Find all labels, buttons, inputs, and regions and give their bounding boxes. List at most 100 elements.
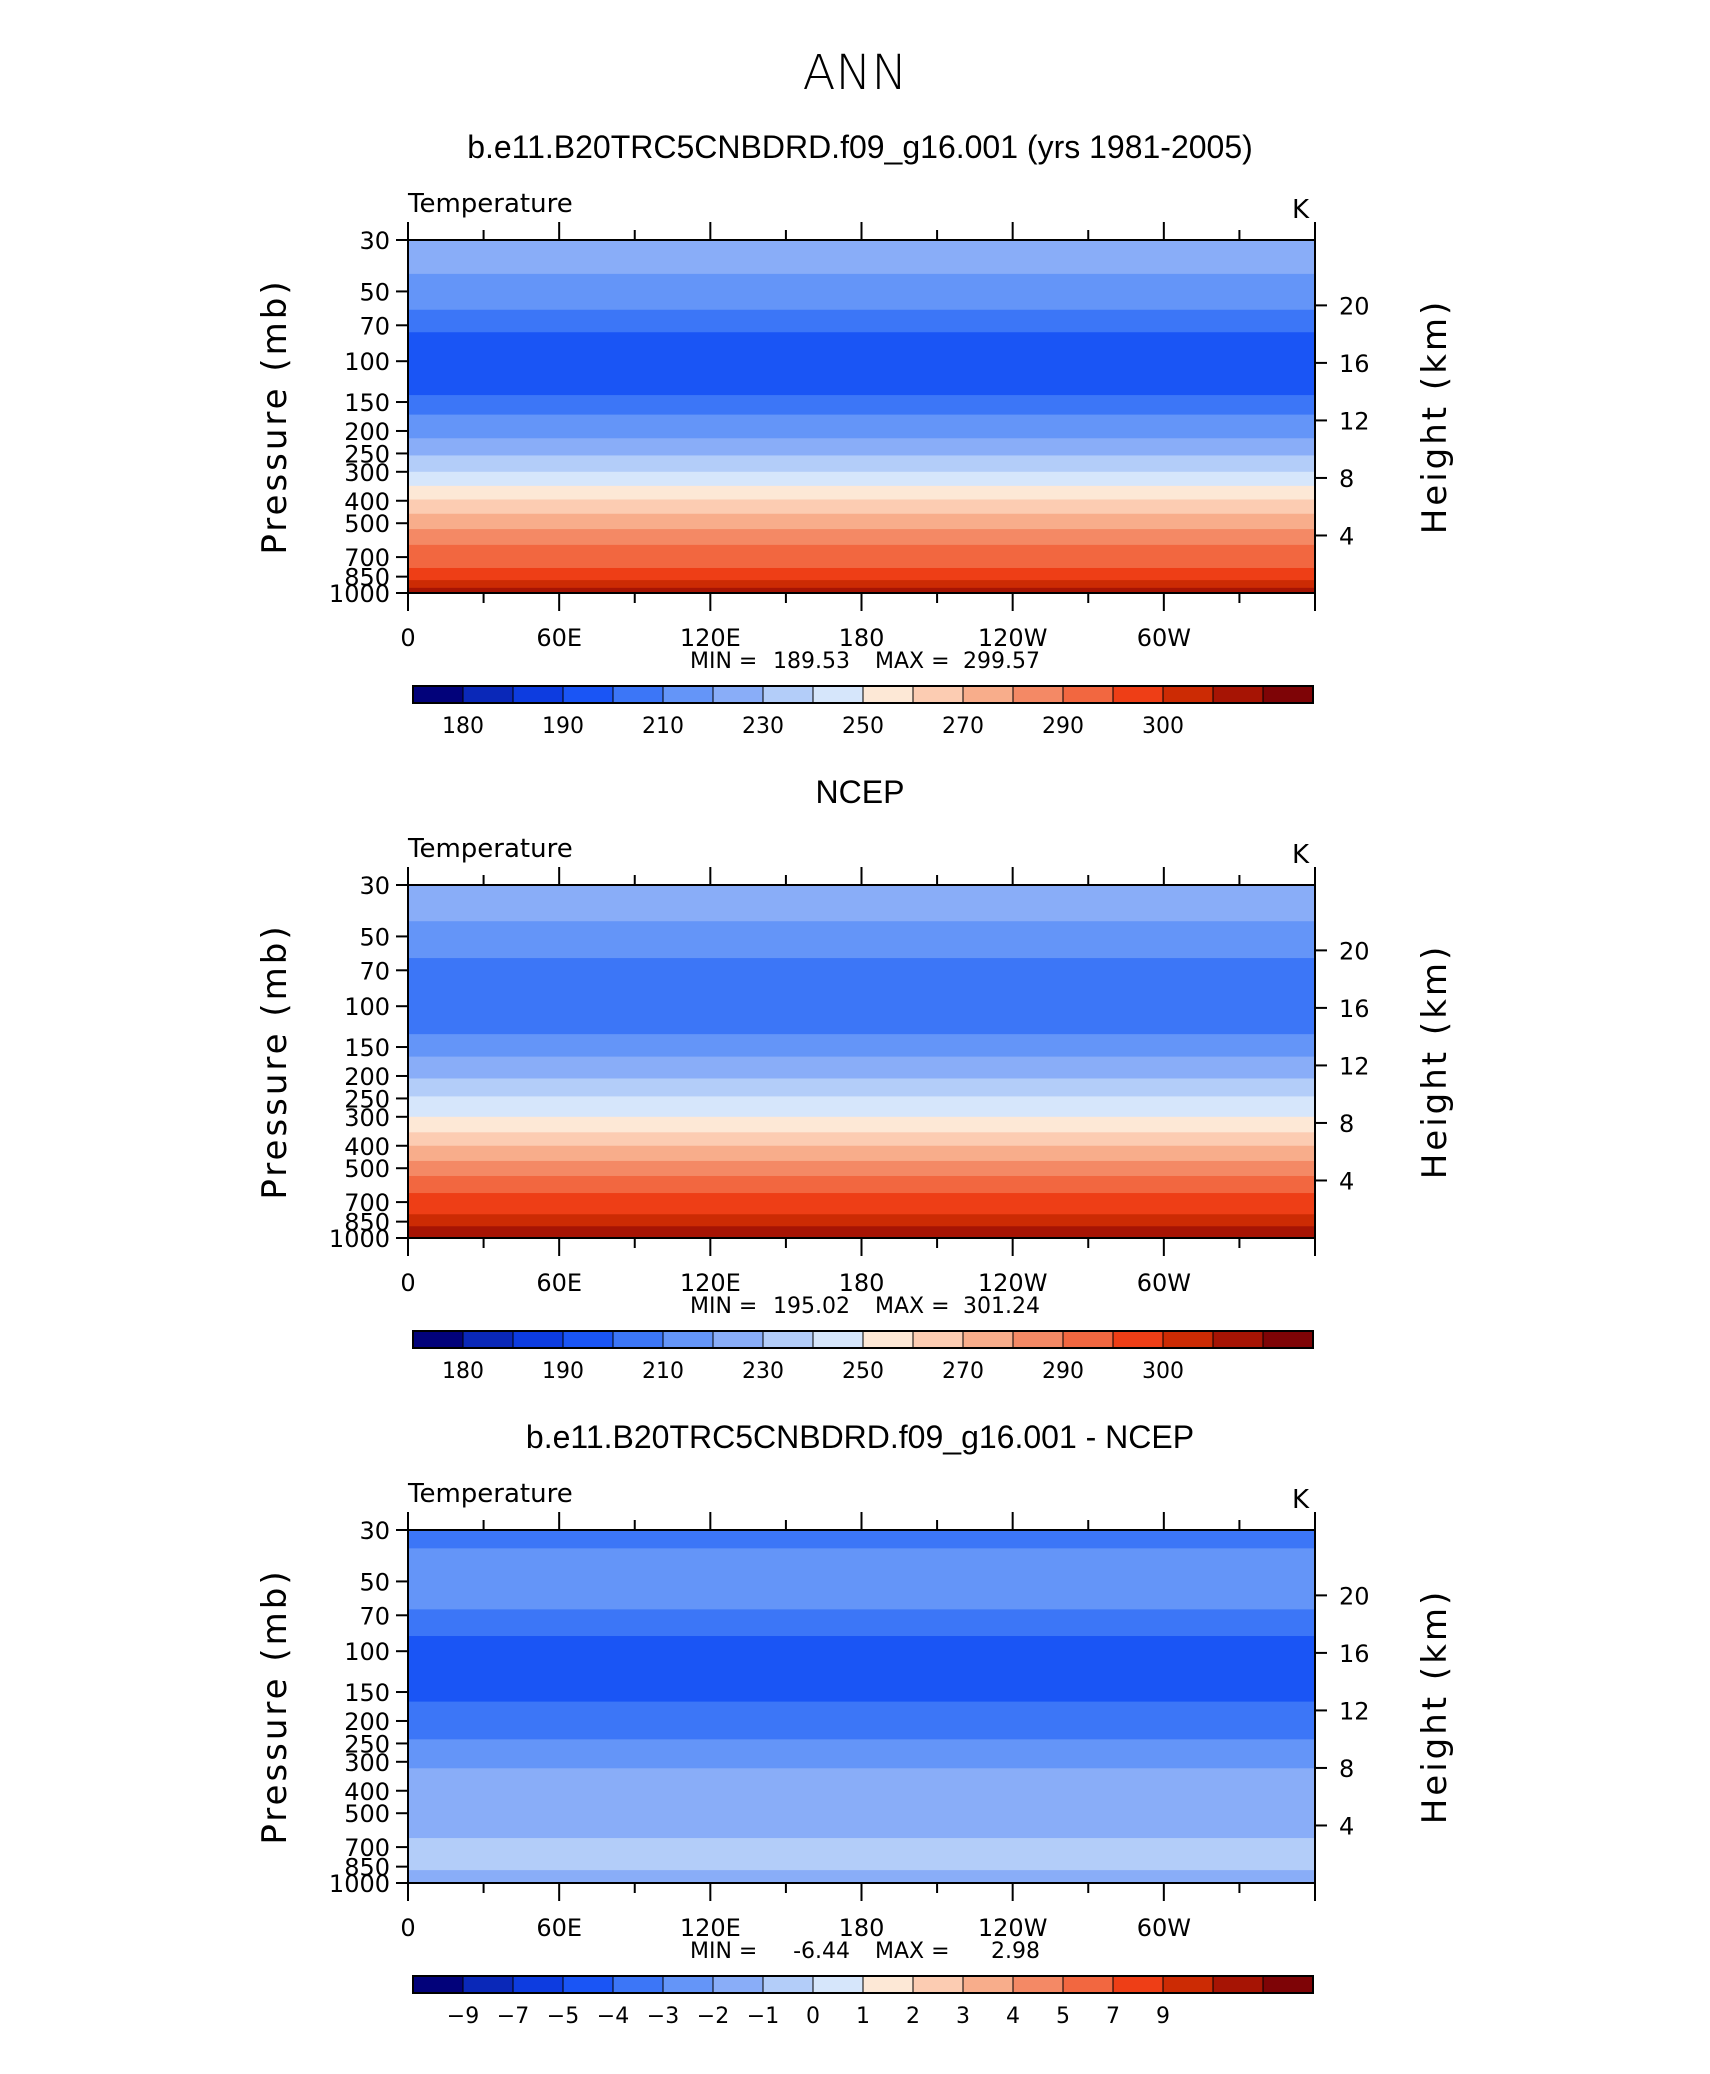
variable-label: Temperature: [407, 1479, 573, 1509]
colorbar-box: [512, 685, 564, 704]
colorbar-label: 270: [942, 714, 984, 739]
x-tick-label: 60W: [1137, 624, 1191, 652]
colorbar-box: [662, 1330, 714, 1349]
colorbar-box: [1062, 685, 1114, 704]
y-tick-label: 300: [344, 459, 390, 487]
y2-tick-label: 20: [1339, 292, 1370, 320]
colorbar-box: [962, 685, 1014, 704]
units-label: K: [1292, 1485, 1310, 1515]
min-value: 195.02: [773, 1294, 850, 1319]
y2-tick-label: 16: [1339, 350, 1370, 378]
colorbar-box: [812, 685, 864, 704]
colorbar-box: [1012, 1330, 1064, 1349]
y-tick-label: 250: [344, 440, 390, 468]
colorbar-label: 230: [742, 1359, 784, 1384]
colorbar-label: 180: [442, 1359, 484, 1384]
x-tick-label: 120E: [680, 1914, 741, 1942]
panel-title: NCEP: [816, 774, 905, 810]
colorbar-box: [612, 1975, 664, 1994]
contour-field: [408, 1530, 1315, 1883]
min-value: 189.53: [773, 649, 850, 674]
y-tick-label: 200: [344, 418, 390, 446]
y-tick-label: 400: [344, 488, 390, 516]
y2-tick-label: 12: [1339, 407, 1370, 435]
colorbar-box: [562, 685, 614, 704]
y2-tick-label: 4: [1339, 1167, 1354, 1195]
colorbar-label: 2: [906, 2004, 920, 2029]
colorbar-box: [1062, 1975, 1114, 1994]
y-tick-label: 30: [359, 872, 390, 900]
y-tick-label: 700: [344, 1189, 390, 1217]
panel-1: b.e11.B20TRC5CNBDRD.f09_g16.001 (yrs 198…: [255, 129, 1455, 739]
y-tick-label: 70: [359, 312, 390, 340]
panel-title: b.e11.B20TRC5CNBDRD.f09_g16.001 - NCEP: [526, 1419, 1194, 1455]
y-tick-label: 250: [344, 1730, 390, 1758]
y2-tick-label: 4: [1339, 1812, 1354, 1840]
min-label: MIN =: [690, 649, 757, 674]
y-axis-title: Pressure (mb): [255, 923, 295, 1199]
y-tick-label: 150: [344, 389, 390, 417]
colorbar-frame: [412, 685, 1314, 704]
x-tick-label: 120E: [680, 1269, 741, 1297]
colorbar-box: [1162, 1975, 1214, 1994]
colorbar-label: 300: [1142, 714, 1184, 739]
contour-field: [408, 240, 1315, 593]
colorbar-label: 270: [942, 1359, 984, 1384]
colorbar-box: [862, 1975, 914, 1994]
contour-band: [408, 1226, 1315, 1238]
colorbar: 180 190 210 230 250 270 290 300: [412, 1330, 1314, 1384]
colorbar-box: [1212, 685, 1264, 704]
y-tick-label: 200: [344, 1063, 390, 1091]
x-tick-label: 120W: [978, 624, 1048, 652]
colorbar-box: [512, 1975, 564, 1994]
y-tick-label: 50: [359, 278, 390, 306]
x-tick-label: 0: [400, 1914, 415, 1942]
x-tick-label: 120W: [978, 1269, 1048, 1297]
y2-tick-label: 8: [1339, 1110, 1354, 1138]
colorbar-box: [462, 1330, 514, 1349]
max-label: MAX =: [875, 649, 950, 674]
colorbar-box: [412, 1975, 464, 1994]
x-tick-label: 60E: [536, 1914, 582, 1942]
colorbar-box: [662, 685, 714, 704]
colorbar-box: [1212, 1975, 1264, 1994]
max-label: MAX =: [875, 1939, 950, 1964]
variable-label: Temperature: [407, 189, 573, 219]
y-tick-label: 50: [359, 923, 390, 951]
colorbar-box: [962, 1975, 1014, 1994]
max-label: MAX =: [875, 1294, 950, 1319]
y-tick-label: 500: [344, 510, 390, 538]
colorbar-label: −7: [497, 2004, 529, 2029]
colorbar-box: [562, 1975, 614, 1994]
colorbar-box: [512, 1330, 564, 1349]
x-tick-label: 120W: [978, 1914, 1048, 1942]
colorbar: 180 190 210 230 250 270 290 300: [412, 685, 1314, 739]
y-tick-label: 1000: [329, 1225, 390, 1253]
colorbar-box: [1112, 1975, 1164, 1994]
x-tick-label: 180: [839, 1914, 885, 1942]
colorbar-box: [1162, 685, 1214, 704]
y-tick-label: 850: [344, 564, 390, 592]
colorbar-box: [1062, 1330, 1114, 1349]
y-tick-label: 1000: [329, 1870, 390, 1898]
contour-field: [408, 885, 1315, 1238]
units-label: K: [1292, 195, 1310, 225]
y-tick-label: 850: [344, 1209, 390, 1237]
y-tick-label: 50: [359, 1568, 390, 1596]
y-tick-label: 400: [344, 1778, 390, 1806]
x-tick-label: 0: [400, 624, 415, 652]
colorbar-box: [462, 685, 514, 704]
panels: b.e11.B20TRC5CNBDRD.f09_g16.001 (yrs 198…: [255, 129, 1455, 2029]
colorbar-box: [1112, 1330, 1164, 1349]
colorbar-label: 1: [856, 2004, 870, 2029]
y-axis-title: Pressure (mb): [255, 1568, 295, 1844]
colorbar-box: [712, 1975, 764, 1994]
y-tick-label: 200: [344, 1708, 390, 1736]
colorbar-box: [412, 685, 464, 704]
colorbar-frame: [412, 1330, 1314, 1349]
colorbar-label: 230: [742, 714, 784, 739]
colorbar-label: −3: [647, 2004, 679, 2029]
colorbar-label: 210: [642, 714, 684, 739]
y2-tick-label: 8: [1339, 465, 1354, 493]
